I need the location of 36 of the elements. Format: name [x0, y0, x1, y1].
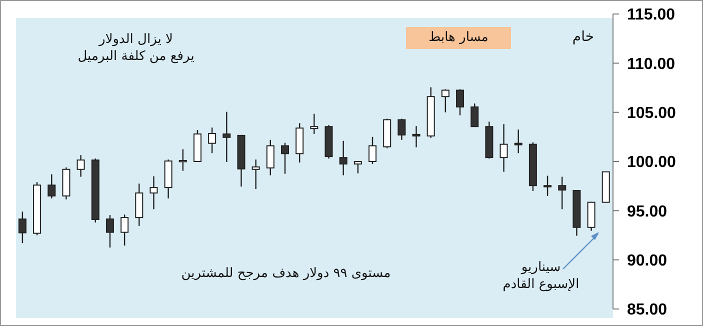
- candlestick: [266, 139, 274, 176]
- candlestick: [18, 211, 26, 244]
- candlestick: [544, 175, 552, 197]
- annotation: مستوى ٩٩ دولار هدف مرجح للمشترين: [180, 265, 392, 282]
- candlestick: [456, 88, 464, 116]
- y-tick-label: 100.00: [627, 154, 676, 172]
- candlestick: [339, 140, 348, 176]
- annotation: سيناريو الإسبوع القادم: [502, 259, 580, 293]
- candlestick: [500, 124, 508, 172]
- candlestick: [441, 88, 450, 113]
- y-tick-label: 105.00: [627, 105, 676, 122]
- candlestick: [106, 214, 114, 248]
- candlestick: [354, 160, 362, 174]
- annotation: لا يزال الدولار يرفع من كلفة البرميل: [76, 31, 196, 65]
- candlestick: [208, 126, 216, 154]
- candlestick: [48, 174, 56, 199]
- candlestick: [76, 154, 85, 178]
- candlestick: [310, 113, 318, 135]
- candlestick: [120, 214, 129, 246]
- candlestick: [412, 126, 420, 148]
- candlestick: [470, 102, 479, 128]
- candlestick: [514, 128, 522, 154]
- candlestick: [222, 111, 231, 163]
- y-tick-label: 115.00: [627, 6, 676, 24]
- y-tick-label: 85.00: [627, 302, 668, 319]
- y-tick-label: 110.00: [627, 56, 676, 73]
- text: خام: [572, 29, 594, 46]
- y-tick-label: 95.00: [627, 203, 668, 220]
- candlestick: [368, 136, 377, 165]
- candlestick: [398, 118, 406, 140]
- candlestick: [558, 176, 566, 210]
- candlestick: [252, 158, 260, 190]
- candlestick: [178, 148, 187, 172]
- y-tick-label: 90.00: [627, 252, 668, 270]
- candlestick: [150, 176, 158, 210]
- candlestick: [280, 142, 289, 174]
